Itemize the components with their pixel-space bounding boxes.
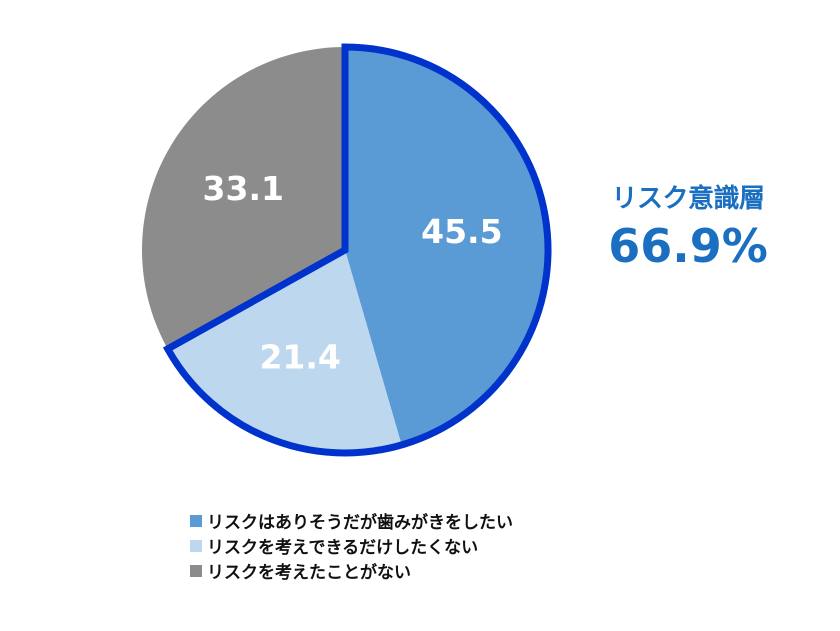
legend: リスクはありそうだが歯みがきをしたい リスクを考えできるだけしたくない リスクを… bbox=[190, 508, 513, 583]
callout-value: 66.9% bbox=[608, 219, 768, 273]
legend-item: リスクを考えたことがない bbox=[190, 558, 513, 583]
slice-label-never-considered: 33.1 bbox=[203, 169, 284, 208]
risk-aware-highlight-outline bbox=[162, 43, 552, 457]
legend-swatch bbox=[190, 539, 202, 552]
legend-swatch bbox=[190, 514, 202, 527]
legend-item: リスクはありそうだが歯みがきをしたい bbox=[190, 508, 513, 533]
pie-slices bbox=[142, 47, 548, 453]
slice-label-avoid-if-possible: 21.4 bbox=[259, 338, 340, 377]
legend-label: リスクを考えたことがない bbox=[207, 563, 411, 583]
pie-slice-never-considered bbox=[142, 47, 345, 349]
legend-swatch bbox=[190, 564, 202, 577]
pie-slice-wants-to-brush bbox=[345, 47, 548, 445]
legend-label: リスクを考えできるだけしたくない bbox=[207, 538, 479, 558]
risk-awareness-callout: リスク意識層 66.9% bbox=[588, 178, 788, 273]
legend-item: リスクを考えできるだけしたくない bbox=[190, 533, 513, 558]
pie-slice-avoid-if-possible bbox=[167, 250, 402, 453]
legend-label: リスクはありそうだが歯みがきをしたい bbox=[207, 513, 513, 533]
slice-label-wants-to-brush: 45.5 bbox=[421, 212, 502, 251]
callout-title: リスク意識層 bbox=[611, 184, 765, 214]
